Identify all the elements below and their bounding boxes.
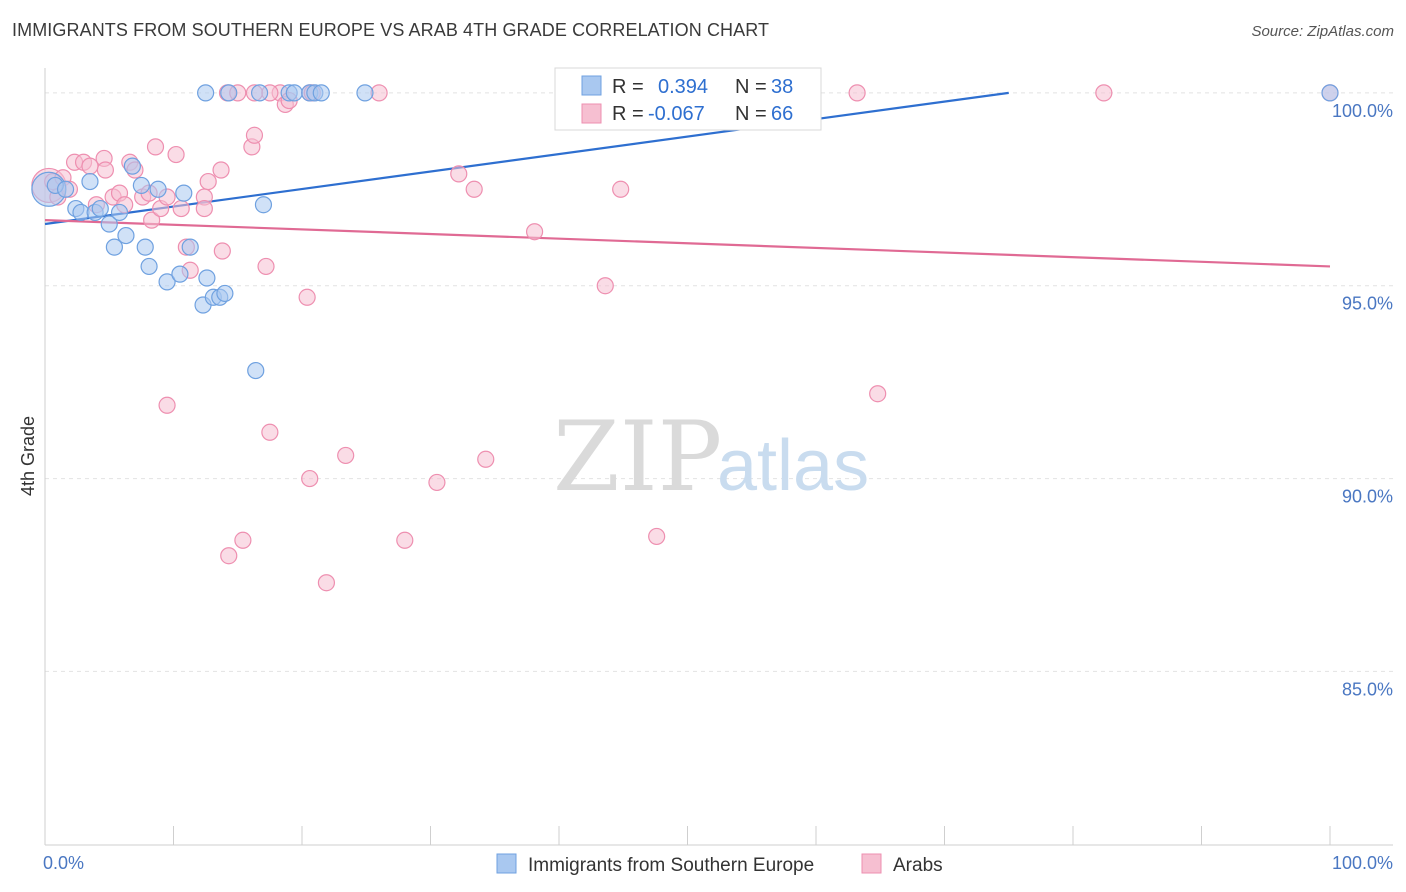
series-legend-label-pink: Arabs xyxy=(893,855,943,876)
data-point-southern-europe xyxy=(1321,84,1339,102)
data-point-arabs xyxy=(301,469,319,488)
legend-swatch-pink xyxy=(581,103,602,124)
data-point-arabs xyxy=(869,385,887,403)
data-point-arabs xyxy=(167,145,185,164)
data-point-arabs xyxy=(212,161,230,179)
data-point-arabs xyxy=(158,396,176,414)
y-axis-title: 4th Grade xyxy=(18,416,38,496)
data-point-arabs xyxy=(1095,84,1113,102)
data-point-arabs xyxy=(848,84,866,102)
data-point-arabs xyxy=(298,288,316,306)
data-point-arabs xyxy=(257,257,275,276)
data-point-southern-europe xyxy=(81,172,99,191)
data-point-arabs xyxy=(450,165,468,183)
data-point-arabs xyxy=(213,242,231,260)
series-legend-label-blue: Immigrants from Southern Europe xyxy=(528,855,814,876)
trend-line-pink xyxy=(44,219,1331,268)
watermark-zip: ZIP xyxy=(553,401,722,513)
y-tick-label: 90.0% xyxy=(1342,487,1393,507)
legend-r-label-pink: R = xyxy=(612,103,644,125)
data-point-southern-europe xyxy=(158,273,176,291)
data-point-southern-europe xyxy=(220,84,238,102)
data-point-arabs xyxy=(245,126,264,144)
data-point-arabs xyxy=(477,450,495,468)
data-point-arabs xyxy=(81,157,99,175)
data-point-southern-europe xyxy=(216,284,234,303)
legend-n-value-blue: 38 xyxy=(771,76,793,98)
data-point-arabs xyxy=(234,531,252,549)
data-point-southern-europe xyxy=(136,238,154,256)
legend-r-label-blue: R = xyxy=(612,76,644,98)
x-tick-label: 100.0% xyxy=(1332,853,1393,873)
axes: 100.0% 95.0% 90.0% 85.0% 0.0% 100.0% xyxy=(43,68,1393,873)
data-point-arabs xyxy=(612,180,630,198)
data-points xyxy=(31,84,1339,592)
data-point-arabs xyxy=(648,527,666,546)
y-tick-label: 95.0% xyxy=(1342,294,1393,314)
data-point-southern-europe xyxy=(100,215,118,233)
data-point-arabs xyxy=(525,223,544,241)
legend-r-value-pink: -0.067 xyxy=(648,103,705,125)
trend-line-blue xyxy=(44,91,1009,226)
data-point-arabs xyxy=(220,547,238,565)
data-point-southern-europe xyxy=(132,176,150,195)
series-legend: Immigrants from Southern Europe Arabs xyxy=(496,853,943,876)
data-point-arabs xyxy=(195,199,213,218)
data-point-arabs xyxy=(317,574,336,592)
grid-lines xyxy=(45,92,1393,672)
data-point-southern-europe xyxy=(149,180,167,198)
data-point-southern-europe xyxy=(250,84,269,102)
data-point-arabs xyxy=(428,473,446,492)
data-point-southern-europe xyxy=(171,265,189,283)
data-point-southern-europe xyxy=(91,199,109,218)
legend-swatch-blue xyxy=(581,75,602,96)
data-point-southern-europe xyxy=(197,84,215,102)
data-point-southern-europe xyxy=(110,203,129,222)
y-tick-label: 100.0% xyxy=(1332,101,1393,121)
data-point-southern-europe xyxy=(56,180,75,198)
series-legend-swatch-pink xyxy=(861,853,882,874)
chart-source: Source: ZipAtlas.com xyxy=(1251,23,1394,40)
data-point-southern-europe xyxy=(356,84,374,102)
data-point-arabs xyxy=(199,172,217,191)
data-point-arabs xyxy=(465,180,483,198)
data-point-southern-europe xyxy=(312,84,330,102)
data-point-southern-europe xyxy=(175,184,193,202)
chart-title: IMMIGRANTS FROM SOUTHERN EUROPE VS ARAB … xyxy=(12,20,770,40)
data-point-arabs xyxy=(596,277,614,295)
data-point-arabs xyxy=(146,138,165,156)
data-point-arabs xyxy=(337,446,355,465)
series-legend-swatch-blue xyxy=(496,853,517,874)
data-point-southern-europe xyxy=(117,226,135,245)
legend-n-value-pink: 66 xyxy=(771,103,793,125)
data-point-southern-europe xyxy=(254,196,273,214)
data-point-arabs xyxy=(172,199,190,218)
legend-n-label-pink: N = xyxy=(735,103,767,125)
y-tick-label: 85.0% xyxy=(1342,679,1393,699)
legend-r-value-blue: 0.394 xyxy=(658,76,708,98)
data-point-arabs xyxy=(143,211,161,229)
watermark: ZIP atlas xyxy=(553,401,869,513)
data-point-arabs xyxy=(261,423,279,441)
data-point-southern-europe xyxy=(181,238,199,256)
watermark-atlas: atlas xyxy=(717,426,869,506)
data-point-southern-europe xyxy=(105,238,123,256)
data-point-southern-europe xyxy=(285,84,303,102)
x-tick-label: 0.0% xyxy=(43,853,84,873)
data-point-southern-europe xyxy=(123,157,141,175)
legend-n-label-blue: N = xyxy=(735,76,767,98)
correlation-legend: R = 0.394 N = 38 R = -0.067 N = 66 xyxy=(554,67,822,131)
data-point-southern-europe xyxy=(140,257,158,276)
data-point-arabs xyxy=(396,531,414,549)
data-point-southern-europe xyxy=(198,269,216,287)
data-point-southern-europe xyxy=(247,361,265,380)
data-point-arabs xyxy=(96,161,114,179)
